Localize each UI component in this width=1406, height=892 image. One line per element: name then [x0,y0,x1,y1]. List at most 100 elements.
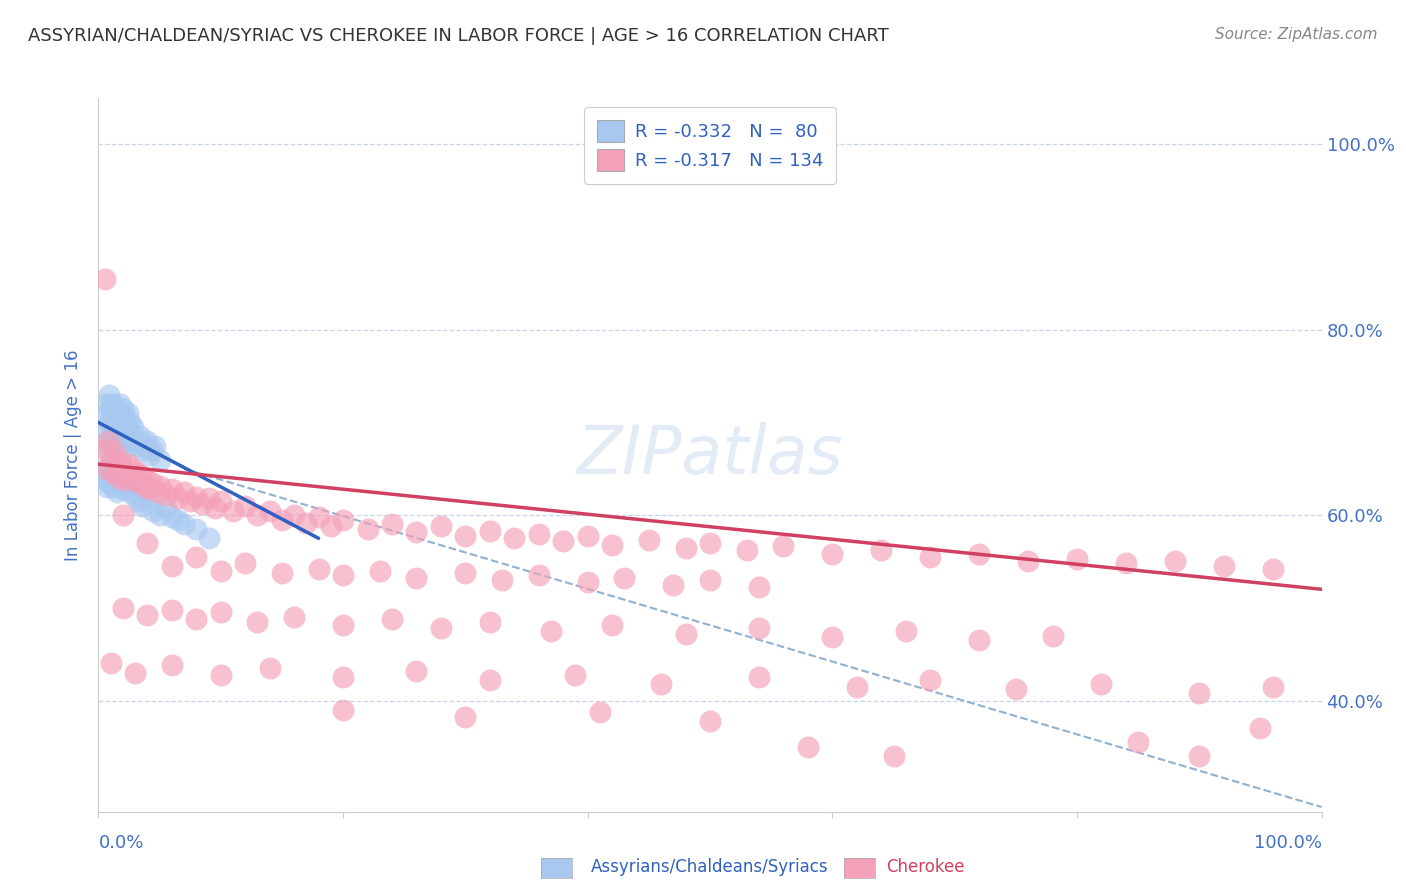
Point [356,522,378,536]
Point [576,528,599,542]
Point [160,658,183,673]
Point [117,406,139,420]
Point [308,562,330,576]
Point [748,621,770,635]
Point [146,485,169,500]
Point [134,439,156,453]
Point [108,471,131,485]
Point [136,434,159,448]
Point [332,568,354,582]
Point [96,406,118,420]
Point [650,677,672,691]
Text: 100.0%: 100.0% [1254,834,1322,852]
Point [540,624,562,638]
Point [114,429,136,443]
Point [1212,559,1234,574]
Point [149,452,172,467]
Point [1164,554,1187,568]
Point [173,517,195,532]
Point [870,543,893,558]
Point [233,499,256,513]
Point [845,680,868,694]
Point [160,559,183,574]
Point [381,612,404,626]
Point [699,714,721,728]
Point [101,406,124,420]
Point [136,608,159,623]
Point [103,462,125,476]
Point [101,416,124,430]
Point [600,538,623,552]
Point [160,482,183,496]
Point [454,528,477,542]
Point [136,473,159,487]
Point [105,410,128,425]
Point [128,494,150,508]
Point [101,434,124,448]
Point [94,462,117,476]
Point [186,549,208,564]
Point [101,480,124,494]
Point [259,503,281,517]
Point [155,500,177,515]
Point [332,513,354,527]
Point [101,397,124,411]
Point [108,429,131,443]
Point [332,703,354,717]
Point [104,420,127,434]
Point [104,473,127,487]
Point [117,457,139,471]
Point [209,606,232,620]
Point [1261,680,1284,694]
Text: Cherokee: Cherokee [886,858,965,876]
Point [1090,677,1112,691]
Point [1188,686,1211,700]
Point [93,397,115,411]
Point [1128,735,1150,749]
Point [894,624,917,638]
Point [96,480,118,494]
Point [93,471,115,485]
Point [127,467,149,481]
Point [136,491,159,506]
Point [110,452,132,467]
Point [100,452,122,467]
Point [209,564,232,578]
Point [735,543,758,558]
Point [308,510,330,524]
Point [129,429,152,443]
Point [270,513,294,527]
Point [139,448,162,462]
Point [111,482,134,496]
Point [155,488,177,502]
Point [108,406,131,420]
Point [197,532,219,546]
Point [1017,554,1039,568]
Point [103,406,125,420]
Point [259,661,281,675]
Point [967,633,990,648]
Point [430,519,453,533]
Point [98,475,121,490]
Point [368,564,391,578]
Point [110,475,132,490]
Point [186,490,208,504]
Point [142,503,165,517]
Point [1066,551,1088,566]
Point [120,485,142,500]
Point [233,557,256,571]
Point [430,621,453,635]
Point [104,434,127,448]
Point [98,443,121,458]
Point [600,617,623,632]
Point [173,485,195,500]
Point [103,443,125,458]
Point [100,457,122,471]
Point [121,462,143,476]
Point [319,519,342,533]
Point [748,670,770,684]
Point [143,439,166,453]
Point [131,443,153,458]
Point [101,467,124,481]
Point [797,739,820,754]
